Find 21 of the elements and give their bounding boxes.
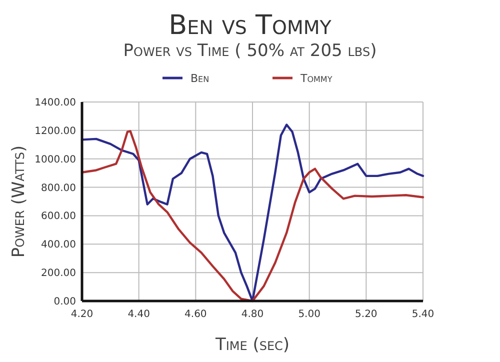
x-axis-title: Time (sec) bbox=[214, 335, 290, 355]
y-tick-label: 200.00 bbox=[41, 268, 76, 280]
y-tick-label: 1400.00 bbox=[34, 98, 76, 108]
x-tick-label: 4.20 bbox=[70, 309, 94, 320]
legend-label: Tommy bbox=[300, 72, 332, 85]
chart-subtitle: Power vs Time ( 50% at 205 lbs) bbox=[123, 41, 377, 61]
y-axis-title: Power (Watts) bbox=[9, 145, 29, 258]
x-tick-label: 4.80 bbox=[241, 309, 264, 320]
x-tick-label: 5.00 bbox=[298, 309, 320, 320]
chart-title: Ben vs Tommy bbox=[168, 10, 332, 41]
y-tick-label: 800.00 bbox=[41, 182, 76, 194]
y-tick-label: 1000.00 bbox=[34, 154, 76, 166]
legend-label: Ben bbox=[190, 72, 210, 85]
y-tick-label: 400.00 bbox=[41, 240, 76, 251]
x-tick-label: 4.40 bbox=[128, 309, 150, 320]
x-tick-label: 5.40 bbox=[412, 309, 434, 320]
x-tick-label: 4.60 bbox=[184, 309, 207, 320]
y-tick-label: 1200.00 bbox=[34, 126, 76, 137]
x-tick-label: 5.20 bbox=[355, 309, 378, 320]
y-tick-label: 0.00 bbox=[54, 296, 76, 308]
y-tick-label: 600.00 bbox=[41, 211, 76, 222]
